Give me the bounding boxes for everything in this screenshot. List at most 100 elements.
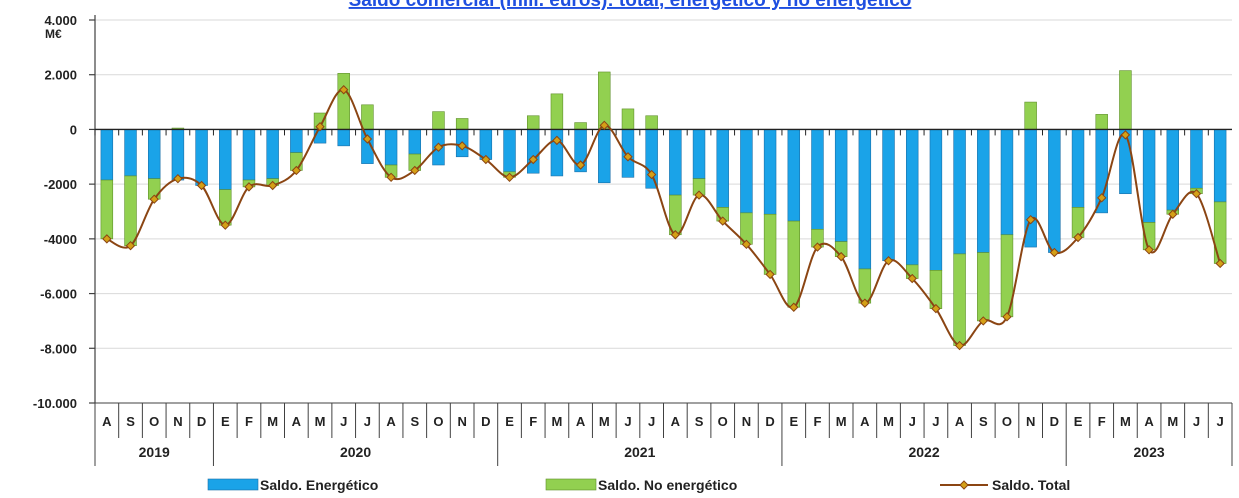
total-point bbox=[741, 239, 752, 250]
x-tick-label: M bbox=[1167, 414, 1178, 429]
bar-energetico bbox=[124, 129, 137, 177]
total-point bbox=[196, 180, 207, 191]
x-tick-label: S bbox=[695, 414, 704, 429]
x-tick-label: M bbox=[267, 414, 278, 429]
bar-energetico bbox=[242, 129, 256, 181]
bar-energetico bbox=[266, 129, 279, 179]
bar-energetico bbox=[929, 129, 943, 271]
total-point bbox=[1191, 189, 1202, 199]
x-tick-label: A bbox=[955, 414, 965, 429]
x-tick-label: M bbox=[883, 414, 894, 429]
bar-energetico bbox=[763, 129, 777, 215]
y-tick-label: -8.000 bbox=[40, 341, 77, 356]
total-point bbox=[220, 220, 230, 230]
total-point bbox=[907, 273, 917, 284]
x-tick-label: N bbox=[742, 414, 751, 429]
total-point bbox=[812, 242, 823, 252]
x-tick-label: S bbox=[126, 414, 135, 429]
year-labels: 2019 2020 2021 2022 2023 bbox=[139, 444, 1165, 460]
y-axis-unit: M€ bbox=[45, 27, 62, 41]
bar-energetico bbox=[811, 129, 824, 230]
bar-no-energetico bbox=[953, 253, 966, 346]
bar-energetico bbox=[1071, 129, 1085, 208]
total-point bbox=[457, 141, 467, 151]
year-label: 2021 bbox=[624, 444, 655, 460]
year-label: 2019 bbox=[139, 444, 170, 460]
y-tick-label: -4000 bbox=[44, 232, 77, 247]
total-point bbox=[1144, 245, 1154, 255]
y-tick-label: -2000 bbox=[44, 177, 77, 192]
x-tick-label: E bbox=[1074, 414, 1083, 429]
x-tick-label: E bbox=[221, 414, 230, 429]
total-point bbox=[789, 302, 799, 312]
x-tick-label: E bbox=[505, 414, 514, 429]
total-point bbox=[410, 165, 420, 176]
bar-no-energetico bbox=[100, 179, 114, 240]
bar-no-energetico bbox=[787, 220, 801, 308]
x-tick-label: O bbox=[718, 414, 728, 429]
bar-energetico bbox=[408, 129, 422, 155]
bar-no-energetico bbox=[526, 115, 540, 130]
total-point bbox=[718, 216, 728, 226]
y-tick-label: 4.000 bbox=[44, 13, 77, 28]
x-tick-label: J bbox=[932, 414, 939, 429]
x-tick-label: A bbox=[1144, 414, 1154, 429]
x-tick-label: S bbox=[979, 414, 988, 429]
axes-layer bbox=[89, 15, 1233, 466]
legend-label-energetico: Saldo. Energético bbox=[260, 477, 378, 493]
x-tick-label: N bbox=[1026, 414, 1035, 429]
total-point bbox=[102, 234, 112, 244]
total-point bbox=[836, 251, 846, 262]
legend: Saldo. Energético Saldo. No energético Sal… bbox=[207, 477, 1070, 493]
bar-energetico bbox=[337, 129, 350, 147]
x-tick-label: J bbox=[364, 414, 371, 429]
x-tick-label: A bbox=[292, 414, 302, 429]
bar-energetico bbox=[526, 129, 540, 174]
x-tick-label: S bbox=[410, 414, 419, 429]
total-point bbox=[954, 340, 965, 351]
x-tick-label: M bbox=[836, 414, 847, 429]
bar-no-energetico bbox=[1024, 101, 1037, 130]
total-point bbox=[149, 194, 159, 204]
bar-no-energetico bbox=[763, 213, 777, 275]
total-point bbox=[623, 152, 633, 162]
total-point bbox=[575, 160, 586, 170]
bar-no-energetico bbox=[574, 122, 587, 130]
x-tick-label: N bbox=[173, 414, 182, 429]
bar-energetico bbox=[1213, 129, 1227, 203]
total-point bbox=[1073, 232, 1083, 243]
y-tick-label: 0 bbox=[70, 122, 77, 137]
bar-energetico bbox=[1000, 129, 1014, 236]
bar-energetico bbox=[503, 129, 516, 173]
bar-energetico bbox=[905, 129, 919, 266]
legend-label-total: Saldo. Total bbox=[992, 477, 1070, 493]
total-point bbox=[599, 120, 609, 131]
total-point bbox=[125, 240, 136, 251]
total-point bbox=[433, 142, 444, 152]
x-tick-label: A bbox=[671, 414, 681, 429]
total-line-layer bbox=[102, 85, 1225, 351]
x-tick-label: A bbox=[102, 414, 112, 429]
total-point bbox=[1049, 247, 1060, 258]
legend-swatch-energetico bbox=[207, 478, 259, 491]
x-tick-label: E bbox=[789, 414, 798, 429]
y-tick-label: 2.000 bbox=[44, 68, 77, 83]
bar-energetico bbox=[858, 129, 872, 270]
y-tick-labels: 4.000 2.000 0 -2000 -4000 -6.000 -8.000 -10.000 bbox=[33, 13, 77, 411]
bar-energetico bbox=[787, 129, 801, 222]
bar-no-energetico bbox=[455, 118, 469, 130]
bar-energetico bbox=[882, 129, 895, 262]
bar-energetico bbox=[716, 129, 729, 208]
total-point bbox=[267, 180, 278, 191]
total-point bbox=[694, 190, 704, 200]
x-tick-label: M bbox=[599, 414, 610, 429]
bar-energetico bbox=[147, 129, 161, 179]
x-tick-label: D bbox=[481, 414, 490, 429]
year-label: 2022 bbox=[908, 444, 939, 460]
total-point bbox=[883, 256, 894, 266]
bar-no-energetico bbox=[1213, 201, 1227, 264]
bar-energetico bbox=[598, 129, 611, 184]
x-tick-label: J bbox=[1193, 414, 1200, 429]
bar-energetico bbox=[171, 129, 185, 181]
total-point bbox=[481, 154, 491, 165]
